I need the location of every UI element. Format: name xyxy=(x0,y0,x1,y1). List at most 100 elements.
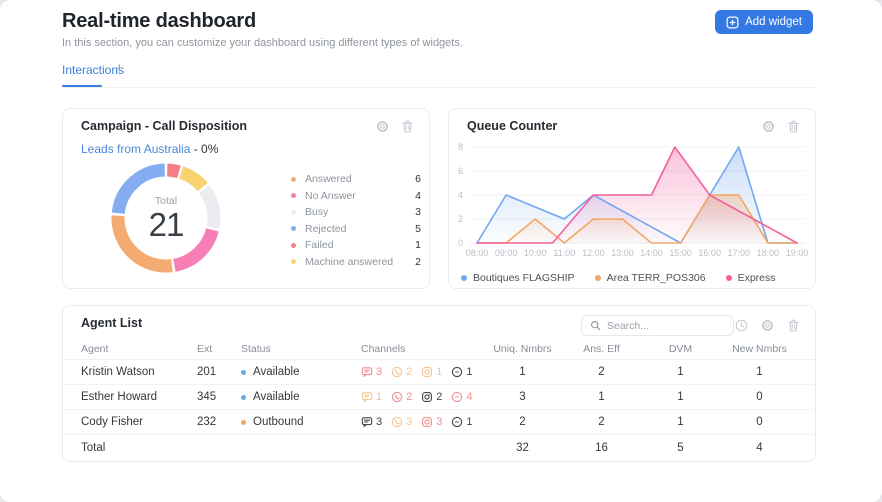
legend-dot xyxy=(291,226,296,232)
widget-title: Campaign - Call Disposition xyxy=(81,119,247,133)
channel-instagram: 2 xyxy=(421,391,442,403)
ans-eff: 2 xyxy=(598,416,605,428)
chat-icon xyxy=(361,417,373,428)
legend-dot xyxy=(291,259,296,265)
legend-value: 5 xyxy=(415,222,421,235)
donut-svg xyxy=(111,163,221,273)
donut-total-label: Total xyxy=(154,195,178,207)
legend-label: Rejected xyxy=(305,222,347,235)
legend-value: 2 xyxy=(415,255,421,268)
queue-chart-legend: Boutiques FLAGSHIP Area TERR_POS306 Expr… xyxy=(461,272,776,284)
search-input[interactable] xyxy=(607,319,725,332)
channel-count: 1 xyxy=(376,391,383,403)
agent-table-body: Kristin Watson 2 0 1 Available 3 2 1 1 1 2… xyxy=(63,360,815,461)
new-nmbrs: 0 xyxy=(756,416,763,428)
channel-chat: 3 xyxy=(361,366,382,378)
status-dot xyxy=(241,419,246,425)
agent-search xyxy=(581,315,734,336)
svg-text:18:00: 18:00 xyxy=(757,248,780,258)
column-header: Ans. Eff xyxy=(583,343,620,355)
gear-icon[interactable] xyxy=(760,118,776,134)
campaign-call-disposition-widget: Campaign - Call Disposition Leads from A… xyxy=(62,108,430,289)
channel-whatsapp: 2 xyxy=(391,366,412,378)
legend-dot xyxy=(594,275,601,281)
legend-dot xyxy=(291,209,296,215)
agent-name-link[interactable]: Cody Fisher xyxy=(81,416,143,428)
clock-icon[interactable] xyxy=(733,317,749,333)
channel-instagram: 3 xyxy=(421,416,442,428)
channel-instagram: 1 xyxy=(421,366,442,378)
channel-count: 2 xyxy=(406,391,413,403)
donut-legend-item: Rejected 5 xyxy=(291,223,421,235)
legend-label: Answered xyxy=(305,173,352,185)
status-dot xyxy=(241,394,246,400)
agent-table: Agent Ext Status Channels Uniq. Nmbrs Ans. Ef… xyxy=(63,339,815,461)
column-header: Agent xyxy=(81,343,109,355)
active-tab-underline xyxy=(62,85,102,87)
column-header: Ext xyxy=(197,343,213,355)
dvm: 1 xyxy=(677,416,684,428)
whatsapp-icon xyxy=(391,366,403,378)
add-widget-button[interactable]: Add widget xyxy=(715,10,813,34)
ans-eff: 2 xyxy=(598,366,605,378)
donut-legend-item: Machine answered 2 xyxy=(291,256,421,268)
messenger-icon xyxy=(452,391,463,403)
channel-count: 3 xyxy=(406,416,413,428)
legend-label: Express xyxy=(737,272,776,284)
status-dot xyxy=(241,369,246,375)
channel-chat: 3 xyxy=(361,416,382,428)
agent-name-link[interactable]: Kristin Watson xyxy=(81,366,155,378)
svg-text:12:00: 12:00 xyxy=(582,248,605,258)
new-nmbrs: 0 xyxy=(756,391,763,403)
tab-interactions[interactable]: Interactions xyxy=(62,63,125,77)
widget-title: Agent List xyxy=(81,316,143,330)
agent-list-widget: Agent List Agent Ext Status Channels Uniq. N… xyxy=(62,305,816,462)
messenger-icon xyxy=(452,416,463,428)
page-subtitle: In this section, you can customize your … xyxy=(62,37,463,49)
svg-text:6: 6 xyxy=(458,166,463,176)
channel-messenger: 1 xyxy=(451,416,473,428)
svg-text:16:00: 16:00 xyxy=(698,248,721,258)
total-ans-eff: 16 xyxy=(595,442,608,454)
trash-icon[interactable] xyxy=(785,317,801,333)
uniq-nmbrs: 1 xyxy=(519,366,526,378)
channel-chat: 1 xyxy=(361,391,382,403)
trash-icon[interactable] xyxy=(785,118,801,134)
tabs-divider xyxy=(62,87,816,88)
channel-count: 2 xyxy=(436,391,443,403)
agent-channels: 3 2 1 1 xyxy=(361,366,483,378)
donut-legend-item: No Answer 4 xyxy=(291,190,421,202)
campaign-filter-suffix: - 0% xyxy=(190,142,219,156)
gear-icon[interactable] xyxy=(759,317,775,333)
legend-label: Failed xyxy=(305,239,334,252)
total-label: Total xyxy=(81,442,106,454)
agent-channels: 3 3 3 1 xyxy=(361,416,483,428)
add-tab-button[interactable]: + xyxy=(115,60,124,77)
channel-whatsapp: 3 xyxy=(391,416,412,428)
legend-value: 6 xyxy=(415,173,421,185)
legend-dot xyxy=(461,275,467,281)
legend-dot xyxy=(291,193,296,199)
uniq-nmbrs: 3 xyxy=(519,391,526,403)
queue-counter-chart: 0 2 4 6 8 08:00 09:00 10:00 11:00 12:00 13:00 14:00… xyxy=(458,142,808,258)
agent-ext: 232 xyxy=(197,416,217,428)
svg-text:11:00: 11:00 xyxy=(553,248,575,258)
legend-label: No Answer xyxy=(305,189,356,202)
instagram-icon xyxy=(422,367,433,377)
campaign-filter-link[interactable]: Leads from Australia xyxy=(81,142,191,156)
agent-status: Available xyxy=(241,391,361,403)
trash-icon[interactable] xyxy=(399,118,415,134)
channel-count: 2 xyxy=(406,366,413,378)
agent-name-link[interactable]: Esther Howard xyxy=(81,391,158,403)
channel-count: 1 xyxy=(436,366,443,378)
total-uniq-nmbrs: 32 xyxy=(516,442,529,454)
search-icon xyxy=(591,321,601,331)
widget-title: Queue Counter xyxy=(467,119,558,133)
svg-text:8: 8 xyxy=(458,142,463,152)
donut-total-value: 21 xyxy=(148,206,185,243)
gear-icon[interactable] xyxy=(374,118,390,134)
messenger-icon xyxy=(452,366,463,378)
instagram-icon xyxy=(422,417,433,427)
page-title: Real-time dashboard xyxy=(62,10,257,32)
legend-value: 4 xyxy=(415,189,421,202)
